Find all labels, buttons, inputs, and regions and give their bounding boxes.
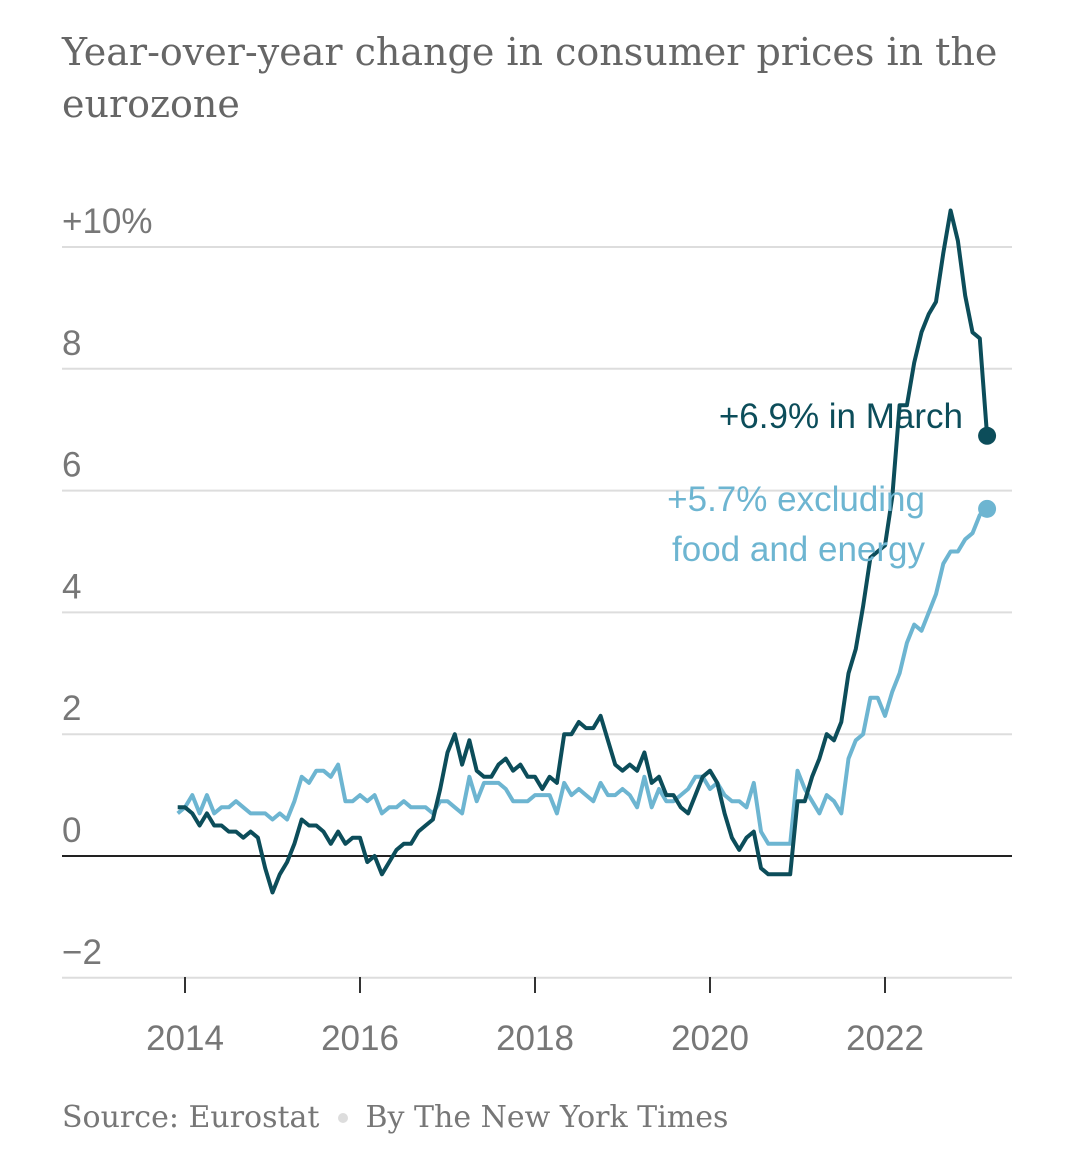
y-tick-label: 4 [62,567,81,606]
y-tick-label: 0 [62,811,81,850]
separator-dot [337,1112,348,1123]
source-credit: Source: Eurostat [62,1100,320,1135]
core-annotation-line1: +5.7% excluding [667,480,925,519]
y-tick-label: −2 [62,933,102,972]
x-tick-label: 2018 [496,1019,574,1058]
y-tick-label: 6 [62,446,81,485]
x-tick-label: 2016 [321,1019,399,1058]
x-tick-label: 2020 [671,1019,749,1058]
x-tick-label: 2014 [146,1019,224,1058]
y-tick-label: +10% [62,202,153,241]
x-tick-label: 2022 [846,1019,924,1058]
core-endpoint-marker [978,499,997,518]
chart-title: Year-over-year change in consumer prices… [62,30,998,126]
y-tick-label: 2 [62,689,81,728]
headline-annotation: +6.9% in March [719,397,963,436]
headline-endpoint-marker [978,426,997,445]
footer: Source: Eurostat By The New York Times [62,1100,728,1135]
byline: By The New York Times [365,1100,729,1135]
core-series-line [176,507,989,846]
y-tick-label: 8 [62,324,81,363]
headline-series-line [177,208,990,895]
core-annotation-line2: food and energy [672,530,925,569]
